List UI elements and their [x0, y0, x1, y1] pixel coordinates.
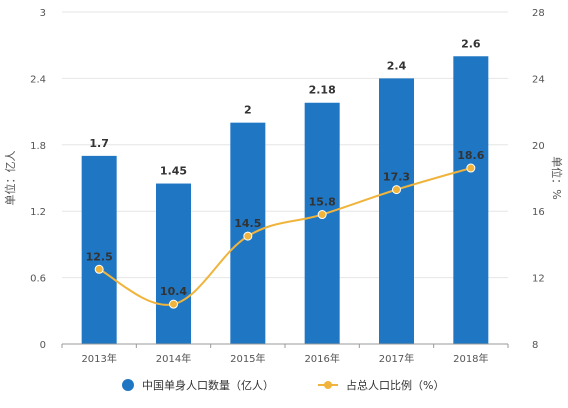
right-tick-label: 24: [532, 74, 545, 85]
right-tick-label: 20: [532, 141, 545, 152]
line-point: [94, 264, 104, 274]
x-tick-label: 2018年: [453, 352, 488, 365]
line-data-label: 17.3: [383, 171, 410, 184]
data-labels: 1.7 1.45 2 2.18 2.4 2.6 12.5 10.4 14.5 15.8 17.3 18…: [86, 37, 485, 298]
right-tick-label: 12: [532, 274, 545, 285]
x-tick-label: 2017年: [379, 352, 414, 365]
gridlines: [62, 11, 508, 279]
bar: [453, 56, 489, 345]
line-point: [466, 163, 476, 173]
line-point: [243, 231, 253, 241]
line-point: [317, 210, 327, 220]
line-point: [169, 299, 178, 309]
line-data-label: 10.4: [160, 285, 187, 298]
bar-series: [81, 56, 489, 345]
bar: [379, 78, 414, 345]
line-data-label: 12.5: [86, 250, 113, 263]
line-point: [392, 185, 401, 195]
bar: [304, 102, 340, 344]
line-data-label: 15.8: [309, 196, 336, 209]
legend-line-label: 占总人口比例（%）: [346, 378, 444, 392]
left-tick-label: 2.4: [30, 74, 46, 85]
right-tick-label: 16: [532, 207, 545, 218]
x-tick-label: 2014年: [156, 352, 191, 365]
left-axis-title: 单位：亿人: [3, 151, 17, 206]
right-tick-label: 28: [532, 8, 545, 19]
line-series: [94, 163, 476, 309]
bar: [156, 183, 191, 344]
bar-data-label: 1.7: [89, 137, 109, 150]
axes: 0 0.6 1.2 1.8 2.4 3 8 12 16 20 24 28 2013年 2014年 2015年…: [30, 8, 545, 365]
legend-line-marker: [324, 381, 332, 389]
left-tick-label: 1.8: [30, 141, 46, 152]
x-tick-label: 2016年: [304, 352, 339, 365]
left-tick-label: 0: [40, 340, 46, 351]
bar-data-label: 2.18: [309, 84, 336, 97]
bar-data-label: 1.45: [160, 165, 187, 178]
x-tick-label: 2013年: [81, 352, 116, 365]
line-data-label: 14.5: [234, 217, 261, 230]
right-tick-label: 8: [532, 340, 538, 351]
bar-data-label: 2.4: [387, 59, 407, 72]
ratio-line: [98, 167, 472, 306]
line-data-label: 18.6: [457, 149, 484, 162]
right-axis-title: 单位：%: [550, 156, 564, 199]
legend-bar-marker: [122, 379, 134, 391]
left-tick-label: 1.2: [30, 207, 46, 218]
x-tick-label: 2015年: [230, 352, 265, 365]
bar-data-label: 2: [244, 104, 252, 117]
bar-data-label: 2.6: [461, 37, 481, 50]
legend-bar-label: 中国单身人口数量（亿人）: [142, 378, 274, 392]
left-tick-label: 0.6: [30, 274, 46, 285]
bar: [81, 155, 117, 344]
legend: 中国单身人口数量（亿人） 占总人口比例（%）: [122, 378, 444, 392]
left-tick-label: 3: [40, 8, 46, 19]
